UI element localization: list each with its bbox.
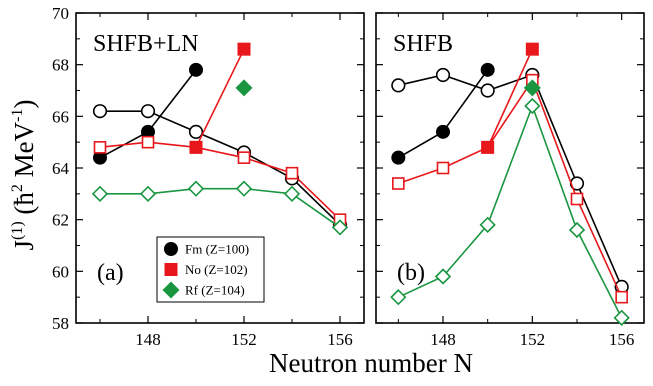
data-point-rf (283, 185, 301, 202)
panel-title: SHFB+LN (93, 31, 199, 57)
panel-title: SHFB (393, 31, 453, 57)
data-point-no (237, 151, 251, 164)
data-point-rf (235, 180, 253, 197)
data-point-rf (568, 221, 586, 239)
y-tick-label: 64 (52, 159, 70, 178)
series-line-no (99, 141, 341, 221)
data-point-no (237, 42, 251, 56)
x-axis-label: Neutron number N (269, 348, 473, 378)
x-tick-label: 148 (135, 330, 161, 349)
x-tick-label: 156 (327, 330, 353, 349)
data-point-fm (140, 104, 156, 119)
data-point-fm (188, 124, 204, 139)
data-point-no (141, 135, 155, 149)
data-point-no (285, 166, 299, 180)
data-point-rf (235, 79, 253, 97)
x-tick-label: 156 (609, 330, 635, 349)
data-point-fm (480, 83, 495, 98)
x-tick-label: 152 (231, 330, 257, 349)
legend-marker-diamond (162, 281, 180, 299)
x-tick-label: 148 (430, 330, 456, 349)
data-point-no (525, 42, 539, 56)
data-point-rf (331, 219, 349, 236)
series-line-rf (397, 103, 623, 319)
y-tick-label: 66 (52, 107, 69, 126)
data-point-fm (141, 124, 155, 139)
y-tick-label: 62 (52, 211, 69, 230)
data-point-rf (479, 216, 496, 233)
legend-marker-square (164, 263, 178, 276)
series-line-no (195, 48, 245, 148)
data-point-rf (523, 79, 541, 97)
y-tick-label: 70 (52, 4, 69, 23)
panel-b: 148 152 156 SHFB (b) (375, 12, 645, 349)
data-point-rf (91, 185, 109, 202)
legend-marker-circle (164, 242, 178, 256)
data-point-rf (139, 185, 157, 202)
series-line-fm (398, 73, 623, 288)
data-point-fm (93, 150, 107, 165)
series-line-rf (100, 187, 341, 229)
series-line-no (398, 78, 623, 298)
legend-label: Fm (Z=100) (185, 242, 249, 257)
y-axis-label: J(1) (ħ2 MeV-1) (9, 100, 39, 251)
data-point-fm (189, 62, 203, 77)
y-tick-label: 60 (52, 262, 69, 281)
data-point-no (392, 177, 405, 190)
y-tick-label: 68 (52, 56, 69, 75)
data-point-fm (391, 150, 406, 165)
panel-a: 58 60 62 64 66 68 70 148 152 156 SHFB+LN (a) Fm (Z=1… (52, 4, 365, 349)
legend-label: Rf (Z=104) (185, 283, 245, 298)
data-point-fm (92, 104, 108, 119)
panel-label: (b) (397, 260, 425, 286)
series-line-no (486, 48, 534, 148)
data-point-rf (390, 289, 407, 306)
data-point-no (615, 290, 628, 304)
data-point-no (570, 192, 584, 206)
legend-label: No (Z=102) (185, 262, 248, 277)
data-point-fm (391, 78, 406, 93)
data-point-rf (613, 309, 630, 326)
data-point-rf (434, 268, 452, 285)
data-point-rf (524, 97, 541, 115)
y-tick-label: 58 (52, 314, 69, 333)
data-point-no (436, 161, 450, 175)
data-point-rf (187, 180, 205, 197)
data-point-fm (480, 62, 495, 77)
data-point-no (481, 140, 495, 154)
data-point-no (93, 141, 107, 154)
panel-label: (a) (97, 260, 124, 286)
series-line-fm (100, 110, 341, 226)
data-point-fm (436, 124, 450, 139)
data-point-no (189, 140, 203, 154)
data-point-fm (435, 67, 451, 83)
x-tick-label: 152 (520, 330, 546, 349)
